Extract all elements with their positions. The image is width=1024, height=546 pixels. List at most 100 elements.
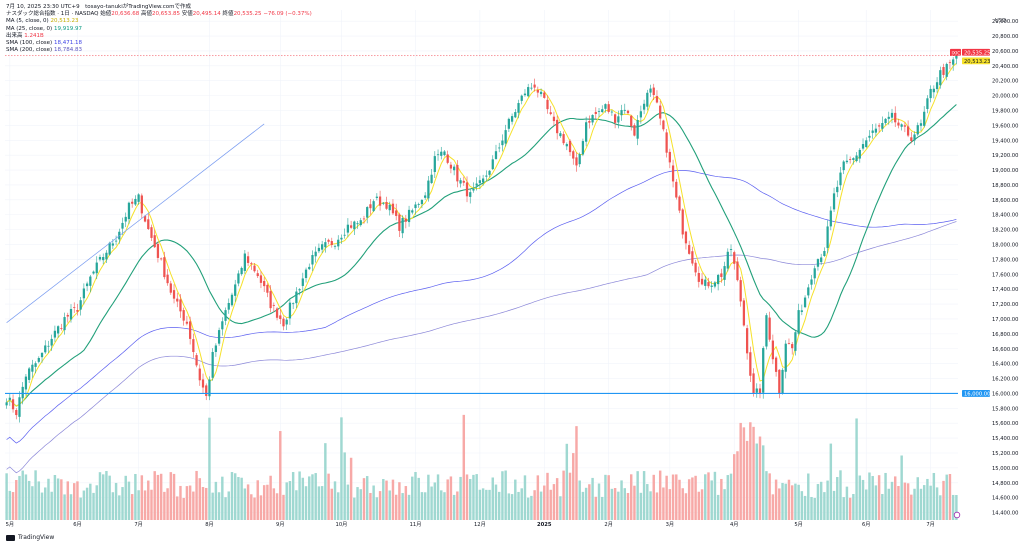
volume-bar bbox=[922, 485, 926, 520]
volume-bar bbox=[349, 457, 353, 520]
candle bbox=[308, 263, 311, 271]
candle bbox=[807, 284, 810, 299]
candle bbox=[18, 391, 21, 423]
candle-body bbox=[852, 158, 855, 160]
candle-body bbox=[926, 98, 929, 110]
volume-bar bbox=[140, 475, 144, 520]
candle-body bbox=[546, 99, 549, 110]
volume-legend[interactable]: 出来高 1.241B bbox=[6, 33, 312, 40]
candle bbox=[230, 292, 234, 307]
volume-bar bbox=[114, 482, 118, 520]
candle bbox=[44, 340, 47, 354]
volume-bar bbox=[758, 436, 762, 520]
volume-bar bbox=[887, 488, 891, 520]
y-tick-label: 16,200.00 bbox=[992, 377, 1018, 383]
candle bbox=[849, 156, 852, 164]
candle bbox=[655, 90, 659, 104]
volume-bar bbox=[285, 482, 288, 520]
candle-body bbox=[34, 363, 37, 367]
candle-body bbox=[79, 300, 82, 310]
price-label-text: 20,535.25 bbox=[964, 50, 990, 56]
volume-bar bbox=[681, 488, 684, 520]
volume-bar bbox=[501, 471, 504, 520]
volume-bar bbox=[253, 497, 256, 520]
candle-body bbox=[95, 262, 98, 274]
candle-body bbox=[317, 247, 321, 252]
sma200-legend[interactable]: SMA (200, close) 18,784.83 bbox=[6, 47, 312, 54]
x-tick-label: 9月 bbox=[276, 521, 285, 528]
candle bbox=[803, 295, 807, 309]
candle-body bbox=[694, 262, 697, 273]
volume-bar bbox=[543, 485, 546, 520]
tradingview-logo[interactable]: TradingView bbox=[6, 534, 54, 541]
volume-bar bbox=[507, 493, 511, 520]
sma-100-path bbox=[6, 170, 957, 444]
candle bbox=[102, 253, 105, 265]
volume-bar bbox=[951, 494, 955, 520]
volume-bar bbox=[726, 475, 730, 520]
candle-body bbox=[333, 245, 337, 247]
candle bbox=[597, 107, 601, 118]
candle bbox=[871, 123, 874, 139]
volume-bar bbox=[53, 475, 57, 520]
x-tick-label: 12月 bbox=[474, 521, 486, 528]
candle bbox=[636, 115, 639, 146]
volume-bar bbox=[272, 488, 276, 520]
candle bbox=[646, 89, 649, 111]
candle-body bbox=[762, 348, 765, 393]
volume-bar bbox=[942, 480, 945, 520]
volume-bar bbox=[897, 485, 900, 520]
candle bbox=[514, 108, 517, 119]
volume-bar bbox=[47, 478, 50, 520]
volume-bar bbox=[246, 484, 250, 520]
volume-bar bbox=[485, 489, 488, 520]
candle-body bbox=[945, 63, 948, 77]
candle bbox=[282, 316, 285, 331]
candle-body bbox=[874, 128, 878, 133]
volume-bar bbox=[629, 474, 633, 520]
candle-body bbox=[832, 193, 836, 210]
candle-body bbox=[388, 204, 391, 211]
candle-body bbox=[849, 159, 852, 160]
candle-body bbox=[507, 118, 510, 129]
volume-bar bbox=[694, 475, 697, 520]
volume-bar bbox=[514, 479, 517, 520]
ma5-legend[interactable]: MA (5, close, 0) 20,513.23 bbox=[6, 18, 312, 25]
candle-body bbox=[246, 256, 250, 263]
candle bbox=[691, 246, 694, 266]
candle bbox=[459, 177, 462, 188]
candle bbox=[626, 109, 630, 115]
candle bbox=[855, 152, 858, 163]
volume-bar bbox=[63, 494, 66, 520]
volume-bar bbox=[597, 483, 601, 520]
candle-body bbox=[124, 216, 127, 222]
candle bbox=[333, 244, 337, 250]
candle-body bbox=[362, 218, 366, 220]
candle-body bbox=[865, 140, 868, 148]
candle bbox=[69, 304, 73, 323]
candle-body bbox=[321, 244, 324, 250]
candle-body bbox=[15, 409, 18, 416]
candle-body bbox=[131, 201, 134, 204]
candle bbox=[713, 280, 717, 289]
candle bbox=[890, 108, 894, 124]
candle-body bbox=[327, 239, 330, 242]
candle bbox=[601, 105, 604, 113]
candle-body bbox=[160, 258, 163, 260]
sma100-legend[interactable]: SMA (100, close) 18,471.18 bbox=[6, 40, 312, 47]
candle bbox=[353, 220, 356, 235]
candle-body bbox=[877, 125, 881, 127]
volume-bar bbox=[282, 494, 285, 520]
candle bbox=[952, 57, 955, 71]
volume-bar bbox=[588, 484, 591, 520]
volume-bar bbox=[613, 488, 617, 520]
candle bbox=[298, 288, 301, 296]
volume-bar bbox=[761, 445, 765, 520]
y-tick-label: 20,600.00 bbox=[992, 49, 1018, 55]
volume-bar bbox=[494, 484, 498, 520]
candle-body bbox=[366, 207, 369, 218]
symbol-name[interactable]: ナスダック総合指数 · 1日 · NASDAQ bbox=[6, 11, 99, 18]
ma25-legend[interactable]: MA (25, close, 0) 19,919.97 bbox=[6, 26, 312, 33]
